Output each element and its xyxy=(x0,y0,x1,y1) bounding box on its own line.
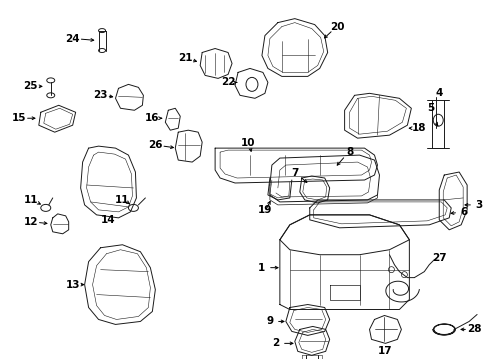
Text: 6: 6 xyxy=(460,207,467,217)
Text: 25: 25 xyxy=(23,81,38,91)
Text: 4: 4 xyxy=(435,88,442,98)
Text: 16: 16 xyxy=(145,113,159,123)
Text: 22: 22 xyxy=(221,77,235,87)
Text: 15: 15 xyxy=(12,113,26,123)
Text: 9: 9 xyxy=(266,316,273,327)
Text: 13: 13 xyxy=(65,280,80,289)
Text: 2: 2 xyxy=(272,338,279,348)
Text: 20: 20 xyxy=(330,22,344,32)
Text: 17: 17 xyxy=(377,346,392,356)
Text: 24: 24 xyxy=(65,33,80,44)
Text: 12: 12 xyxy=(23,217,38,227)
Text: 3: 3 xyxy=(474,200,482,210)
Text: 26: 26 xyxy=(148,140,163,150)
Text: 23: 23 xyxy=(93,90,107,100)
Text: 19: 19 xyxy=(257,205,271,215)
Text: 14: 14 xyxy=(101,215,116,225)
Text: 28: 28 xyxy=(466,324,480,334)
Text: 8: 8 xyxy=(346,147,352,157)
Text: 5: 5 xyxy=(427,103,434,113)
Text: 11: 11 xyxy=(115,195,129,205)
Text: 1: 1 xyxy=(258,263,265,273)
Text: 27: 27 xyxy=(431,253,446,263)
Text: 18: 18 xyxy=(411,123,426,133)
Text: 7: 7 xyxy=(290,168,298,178)
Text: 10: 10 xyxy=(240,138,255,148)
Text: 21: 21 xyxy=(178,54,192,63)
Text: 11: 11 xyxy=(23,195,38,205)
